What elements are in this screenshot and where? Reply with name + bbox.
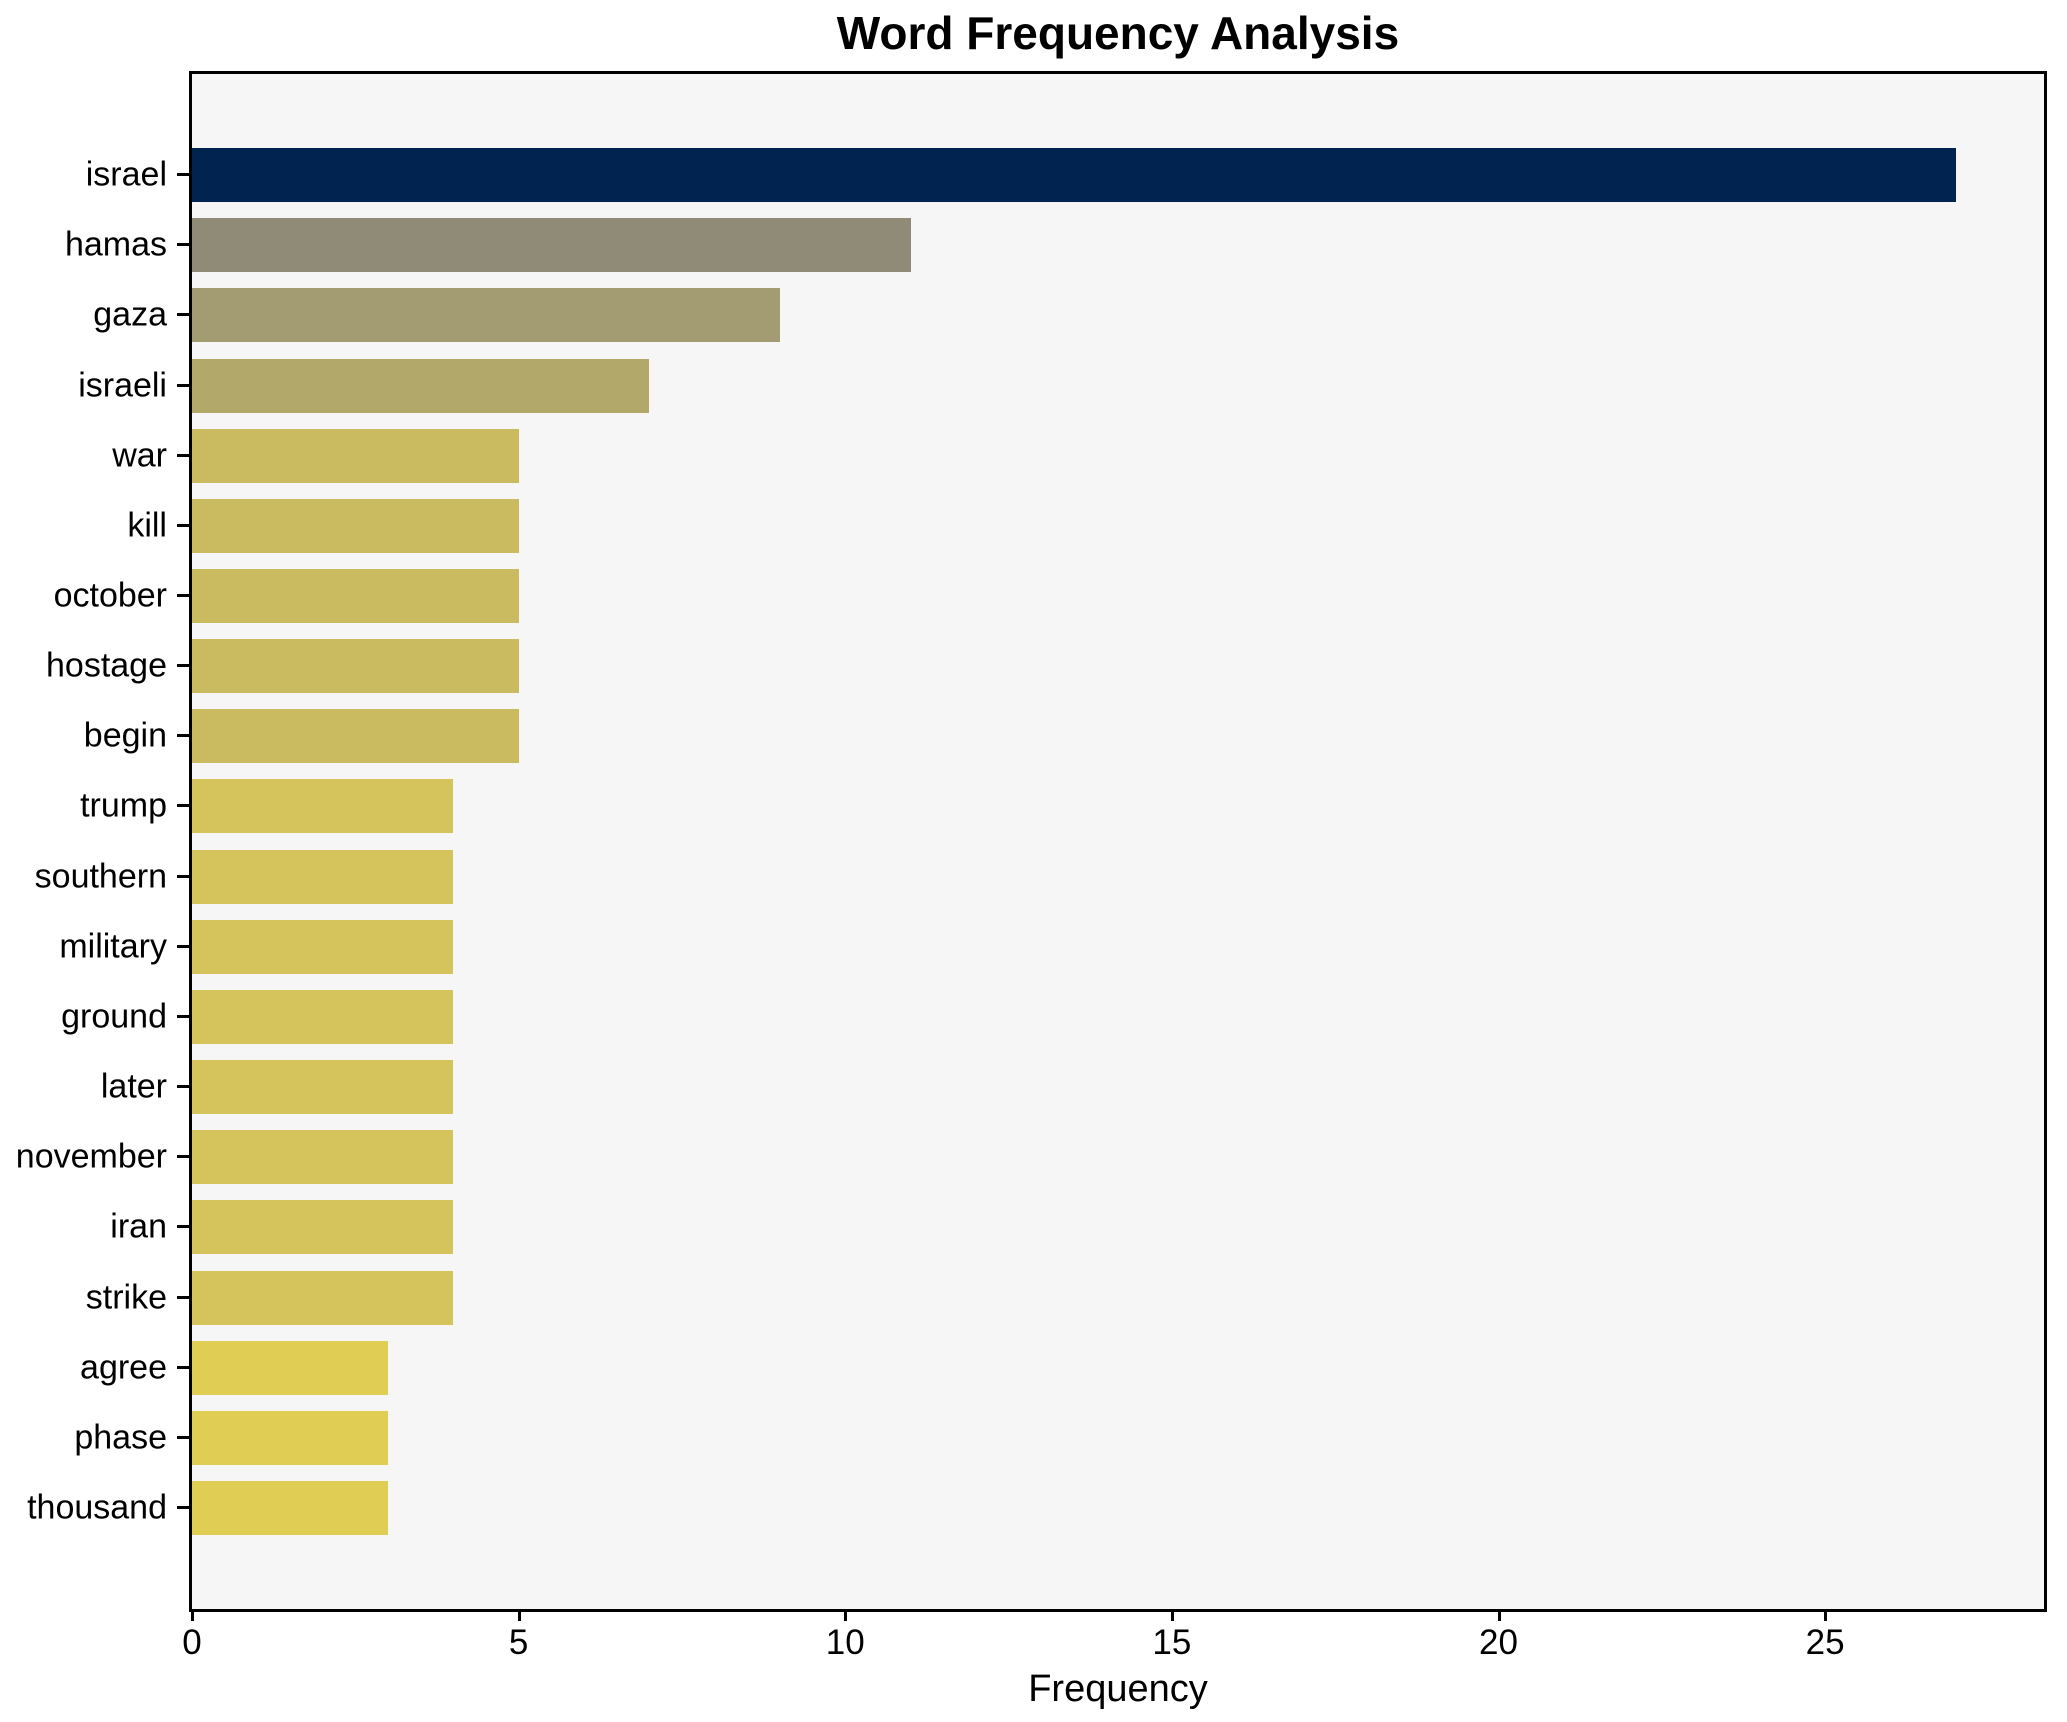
bar-israel xyxy=(192,148,1956,203)
x-tick-mark xyxy=(1497,1612,1501,1621)
x-axis-label: Frequency xyxy=(1028,1668,1208,1710)
bar-october xyxy=(192,569,519,624)
y-tick-label: october xyxy=(53,576,167,615)
bar-row: military xyxy=(59,912,2044,982)
bar-row: israeli xyxy=(78,350,2044,420)
y-tick-mark xyxy=(177,874,189,878)
bar-begin xyxy=(192,709,519,764)
bar-strike xyxy=(192,1270,454,1325)
bar-row: war xyxy=(112,421,2044,491)
bar-row: hostage xyxy=(46,631,2044,701)
bar-hostage xyxy=(192,639,519,694)
y-tick-label: thousand xyxy=(27,1488,167,1527)
y-tick-mark xyxy=(177,1295,189,1299)
y-tick-mark xyxy=(177,944,189,948)
bar-row: agree xyxy=(80,1333,2044,1403)
bar-row: phase xyxy=(74,1403,2044,1473)
bar-row: later xyxy=(101,1052,2044,1122)
y-tick-label: trump xyxy=(80,786,167,825)
bar-military xyxy=(192,919,454,974)
y-tick-label: strike xyxy=(85,1278,167,1317)
bar-gaza xyxy=(192,288,780,343)
y-tick-label: hamas xyxy=(64,225,167,264)
y-tick-mark xyxy=(177,1014,189,1018)
x-tick-label: 0 xyxy=(182,1623,202,1662)
y-tick-mark xyxy=(177,173,189,177)
y-tick-label: israeli xyxy=(78,366,167,405)
y-tick-label: gaza xyxy=(93,295,167,334)
bar-hamas xyxy=(192,218,911,273)
y-tick-label: november xyxy=(15,1137,167,1176)
bar-later xyxy=(192,1060,454,1115)
y-tick-mark xyxy=(177,453,189,457)
bar-kill xyxy=(192,498,519,553)
x-tick-label: 15 xyxy=(1152,1623,1192,1662)
bar-row: november xyxy=(16,1122,2044,1192)
y-tick-label: ground xyxy=(61,997,167,1036)
y-tick-mark xyxy=(177,1435,189,1439)
y-tick-label: hostage xyxy=(46,646,167,685)
bar-row: thousand xyxy=(27,1473,2044,1543)
x-tick-mark xyxy=(191,1612,194,1621)
y-tick-label: kill xyxy=(127,506,167,545)
y-tick-mark xyxy=(177,664,189,668)
x-tick-mark xyxy=(1170,1612,1174,1621)
bar-row: israel xyxy=(86,140,2044,210)
x-tick-mark xyxy=(844,1612,848,1621)
y-tick-label: southern xyxy=(34,857,167,896)
bar-row: trump xyxy=(80,771,2044,841)
bar-agree xyxy=(192,1340,388,1395)
bar-southern xyxy=(192,849,454,904)
y-tick-mark xyxy=(177,383,189,387)
y-tick-label: begin xyxy=(83,716,167,755)
bar-row: kill xyxy=(127,491,2044,561)
bar-row: ground xyxy=(61,982,2044,1052)
y-tick-label: military xyxy=(59,927,167,966)
y-tick-label: iran xyxy=(110,1207,167,1246)
bar-phase xyxy=(192,1410,388,1465)
y-tick-label: war xyxy=(112,436,167,475)
y-tick-mark xyxy=(177,1365,189,1369)
x-tick-mark xyxy=(1824,1612,1828,1621)
plot-area: israel hamas gaza israeli war kill october host… xyxy=(16,71,2047,1662)
y-tick-mark xyxy=(177,594,189,598)
chart-title: Word Frequency Analysis xyxy=(836,7,1400,59)
bar-iran xyxy=(192,1200,454,1255)
bar-israeli xyxy=(192,358,650,413)
bar-ground xyxy=(192,989,454,1044)
x-tick-mark xyxy=(517,1612,521,1621)
y-tick-mark xyxy=(177,243,189,247)
bar-row: hamas xyxy=(65,210,2044,280)
bar-row: strike xyxy=(86,1263,2044,1333)
bar-war xyxy=(192,428,519,483)
x-tick-label: 5 xyxy=(508,1623,529,1662)
y-tick-label: agree xyxy=(80,1348,167,1387)
bar-trump xyxy=(192,779,454,834)
y-tick-mark xyxy=(177,523,189,527)
bar-row: begin xyxy=(84,701,2044,771)
y-tick-label: israel xyxy=(85,155,167,194)
x-tick-label: 25 xyxy=(1805,1623,1845,1662)
x-tick-label: 10 xyxy=(825,1623,865,1662)
y-tick-mark xyxy=(177,1085,189,1089)
bar-row: october xyxy=(54,561,2044,631)
y-tick-mark xyxy=(177,1155,189,1159)
y-tick-label: later xyxy=(100,1067,167,1106)
bar-thousand xyxy=(192,1481,388,1536)
y-tick-mark xyxy=(177,1506,189,1510)
x-tick-label: 20 xyxy=(1479,1623,1518,1662)
y-tick-mark xyxy=(177,313,189,317)
bars: israel hamas gaza israeli war kill october host… xyxy=(16,140,2044,1543)
y-tick-mark xyxy=(177,804,189,808)
bar-november xyxy=(192,1130,454,1185)
bar-row: iran xyxy=(110,1192,2044,1262)
y-tick-label: phase xyxy=(74,1418,167,1457)
y-tick-mark xyxy=(177,1225,189,1229)
bar-row: southern xyxy=(35,842,2044,912)
y-tick-mark xyxy=(177,734,189,738)
bar-row: gaza xyxy=(93,280,2044,350)
